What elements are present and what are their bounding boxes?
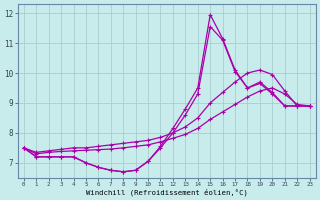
X-axis label: Windchill (Refroidissement éolien,°C): Windchill (Refroidissement éolien,°C): [86, 188, 248, 196]
